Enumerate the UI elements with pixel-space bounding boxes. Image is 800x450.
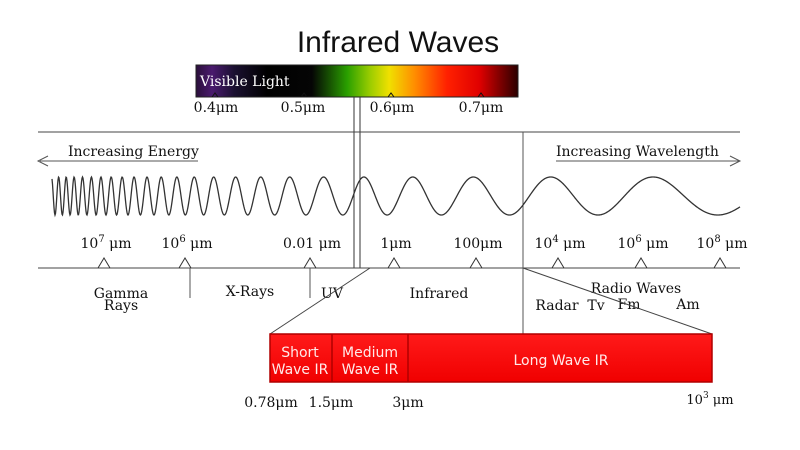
ir-bands-bar: Short Wave IR Medium Wave IR Long Wave I… [269,333,713,383]
ir-tick-label: 0.78μm [244,395,298,411]
visible-tick-mark [300,92,308,98]
visible-tick-label: 0.6μm [370,100,415,116]
energy-label: Increasing Energy [68,144,199,160]
long-wave-ir-label: Long Wave IR [513,353,608,369]
scale-tick-label: 106 μm [617,234,668,252]
scale-tick-mark [97,257,111,269]
gamma-label: Rays [104,298,138,314]
visible-gradient-bar [195,64,519,98]
wavelength-arrow: Increasing Wavelength [556,144,742,167]
scale-tick-mark [634,257,648,269]
scale-tick-mark [303,257,317,269]
scale-tick-label: 104 μm [534,234,585,252]
scale-tick-label: 107 μm [80,234,131,252]
ir-bar-background [269,333,713,383]
radio-waves-label: Radio Waves [591,281,681,297]
radar-label: Radar [535,298,579,314]
arrow-left-icon [36,155,49,167]
uv-label: UV [321,286,344,302]
medium-wave-ir-label: Medium [342,345,398,361]
scale-tick-mark [178,257,192,269]
ir-tick-label: 3μm [392,395,423,411]
scale-tick-mark [551,257,565,269]
visible-tick-label: 0.7μm [459,100,504,116]
energy-arrow: Increasing Energy [36,144,199,167]
scale-tick-label: 0.01 μm [283,236,341,252]
medium-wave-ir-label: Wave IR [342,362,399,378]
page-title: Infrared Waves [297,26,499,59]
visible-tick-mark [211,92,219,98]
scale-ticks: 107 μm 106 μm 0.01 μm 1μm 100μm 104 μm 106 μm 1… [80,234,748,269]
tv-label: Tv [587,298,604,314]
scale-tick-label: 100μm [453,236,502,252]
visible-tick-label: 0.4μm [194,100,239,116]
zoom-line-left [269,267,371,335]
scale-tick-mark [713,257,727,269]
visible-tick-label: 0.5μm [281,100,326,116]
gamma-label: Gamma [94,286,148,302]
visible-light-label: Visible Light [199,74,290,90]
short-wave-ir-label: Short [281,345,319,361]
scale-tick-label: 1μm [380,236,411,252]
ir-tick-label: 1.5μm [309,395,354,411]
short-wave-ir-label: Wave IR [272,362,329,378]
scale-tick-mark [469,257,483,269]
am-label: Am [675,297,699,313]
visible-light-band: Visible Light 0.4μm 0.5μm 0.6μm 0.7μm [194,64,519,116]
xrays-label: X-Rays [226,284,275,300]
zoom-line-right [522,267,713,335]
ir-end-tick-label: 103 μm [686,391,733,408]
scale-tick-label: 108 μm [696,234,747,252]
visible-tick-mark [477,92,485,98]
arrow-right-icon [729,155,742,167]
scale-tick-mark [387,257,401,269]
scale-tick-label: 106 μm [161,234,212,252]
wave-curve [51,175,741,218]
infrared-label: Infrared [410,286,469,302]
wavelength-label: Increasing Wavelength [556,144,719,160]
visible-tick-mark [387,92,395,98]
